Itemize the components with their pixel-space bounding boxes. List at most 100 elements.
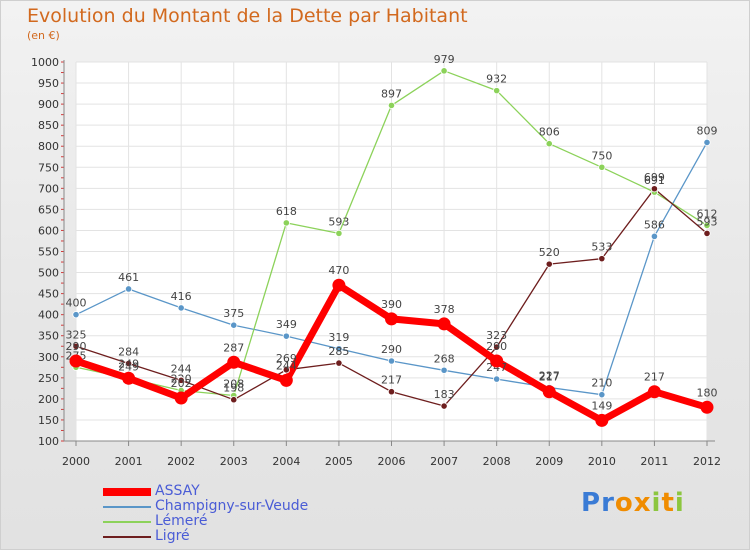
y-tick-label: 300 <box>38 351 59 364</box>
data-point <box>174 391 188 405</box>
legend-label: Lémeré <box>155 513 208 529</box>
data-point <box>493 343 501 351</box>
logo-letter: t <box>661 488 675 518</box>
data-label: 699 <box>644 171 665 184</box>
data-label: 416 <box>171 290 192 303</box>
data-point <box>703 229 711 237</box>
data-point <box>493 375 501 383</box>
y-tick-label: 400 <box>38 309 59 322</box>
data-point <box>72 342 80 350</box>
data-label: 897 <box>381 87 402 100</box>
data-label: 217 <box>644 371 665 384</box>
data-label: 323 <box>486 329 507 342</box>
x-tick-label: 2008 <box>483 455 511 468</box>
data-point <box>437 317 451 331</box>
data-point <box>542 385 556 399</box>
data-label: 290 <box>66 340 87 353</box>
data-point <box>387 101 396 109</box>
chart-title: Evolution du Montant de la Dette par Hab… <box>27 5 468 27</box>
data-label: 244 <box>171 362 192 375</box>
x-tick-label: 2012 <box>693 455 721 468</box>
logo-letter: r <box>601 488 615 518</box>
data-label: 586 <box>644 218 665 231</box>
data-label: 325 <box>66 328 87 341</box>
data-point <box>598 163 606 171</box>
y-tick-label: 550 <box>38 246 59 259</box>
data-point <box>230 396 238 404</box>
data-point <box>332 278 346 292</box>
data-label: 249 <box>118 357 139 370</box>
data-point <box>335 345 343 353</box>
data-label: 461 <box>118 271 139 284</box>
y-tick-label: 800 <box>38 140 59 153</box>
y-tick-label: 200 <box>38 393 59 406</box>
data-label: 612 <box>697 207 718 220</box>
data-label: 149 <box>591 399 612 412</box>
data-label: 750 <box>591 149 612 162</box>
data-label: 183 <box>434 388 455 401</box>
data-label: 290 <box>486 340 507 353</box>
data-label: 618 <box>276 205 297 218</box>
data-point <box>440 402 448 410</box>
logo-letter: x <box>633 488 652 518</box>
data-label: 533 <box>591 241 612 254</box>
data-point <box>545 140 553 148</box>
logo-letter: P <box>581 488 602 518</box>
y-tick-label: 150 <box>38 414 59 427</box>
data-label: 287 <box>223 341 244 354</box>
data-label: 198 <box>223 382 244 395</box>
x-tick-label: 2001 <box>115 455 143 468</box>
data-label: 806 <box>539 126 560 139</box>
y-tick-label: 900 <box>38 98 59 111</box>
data-point <box>700 400 714 414</box>
x-tick-label: 2006 <box>378 455 406 468</box>
data-point <box>598 391 606 399</box>
logo-letter: i <box>674 488 685 518</box>
x-tick-label: 2005 <box>325 455 353 468</box>
data-point <box>227 355 241 369</box>
logo-letter: i <box>651 488 662 518</box>
data-point <box>230 321 238 329</box>
legend-label: ASSAY <box>155 483 200 499</box>
legend-label: Ligré <box>155 528 190 544</box>
data-label: 269 <box>276 352 297 365</box>
y-tick-label: 100 <box>38 435 59 448</box>
data-point <box>387 388 396 396</box>
data-label: 284 <box>118 346 139 359</box>
data-label: 210 <box>591 377 612 390</box>
data-label: 268 <box>434 352 455 365</box>
data-point <box>335 229 343 237</box>
data-label: 217 <box>381 374 402 387</box>
logo-letter: o <box>614 488 634 518</box>
y-tick-label: 250 <box>38 372 59 385</box>
chart-subtitle: (en €) <box>27 29 60 42</box>
y-tick-label: 350 <box>38 330 59 343</box>
data-point <box>493 87 501 95</box>
y-tick-label: 750 <box>38 161 59 174</box>
data-label: 244 <box>276 359 297 372</box>
data-point <box>282 366 290 374</box>
legend-label: Champigny-sur-Veude <box>155 498 309 514</box>
x-tick-label: 2004 <box>272 455 300 468</box>
y-tick-label: 450 <box>38 288 59 301</box>
data-point <box>279 373 293 387</box>
proxiti-logo: Proxiti <box>581 488 685 518</box>
data-point <box>440 366 448 374</box>
y-tick-label: 600 <box>38 224 59 237</box>
data-point <box>282 219 290 227</box>
data-label: 378 <box>434 303 455 316</box>
data-label: 932 <box>486 73 507 86</box>
y-tick-label: 650 <box>38 203 59 216</box>
data-label: 375 <box>223 307 244 320</box>
data-label: 593 <box>328 215 349 228</box>
data-point <box>703 138 711 147</box>
y-tick-label: 850 <box>38 119 59 132</box>
legend-swatch <box>103 488 151 496</box>
y-tick-label: 950 <box>38 77 59 90</box>
x-tick-label: 2007 <box>430 455 458 468</box>
x-tick-label: 2003 <box>220 455 248 468</box>
data-label: 290 <box>381 343 402 356</box>
data-label: 202 <box>171 377 192 390</box>
